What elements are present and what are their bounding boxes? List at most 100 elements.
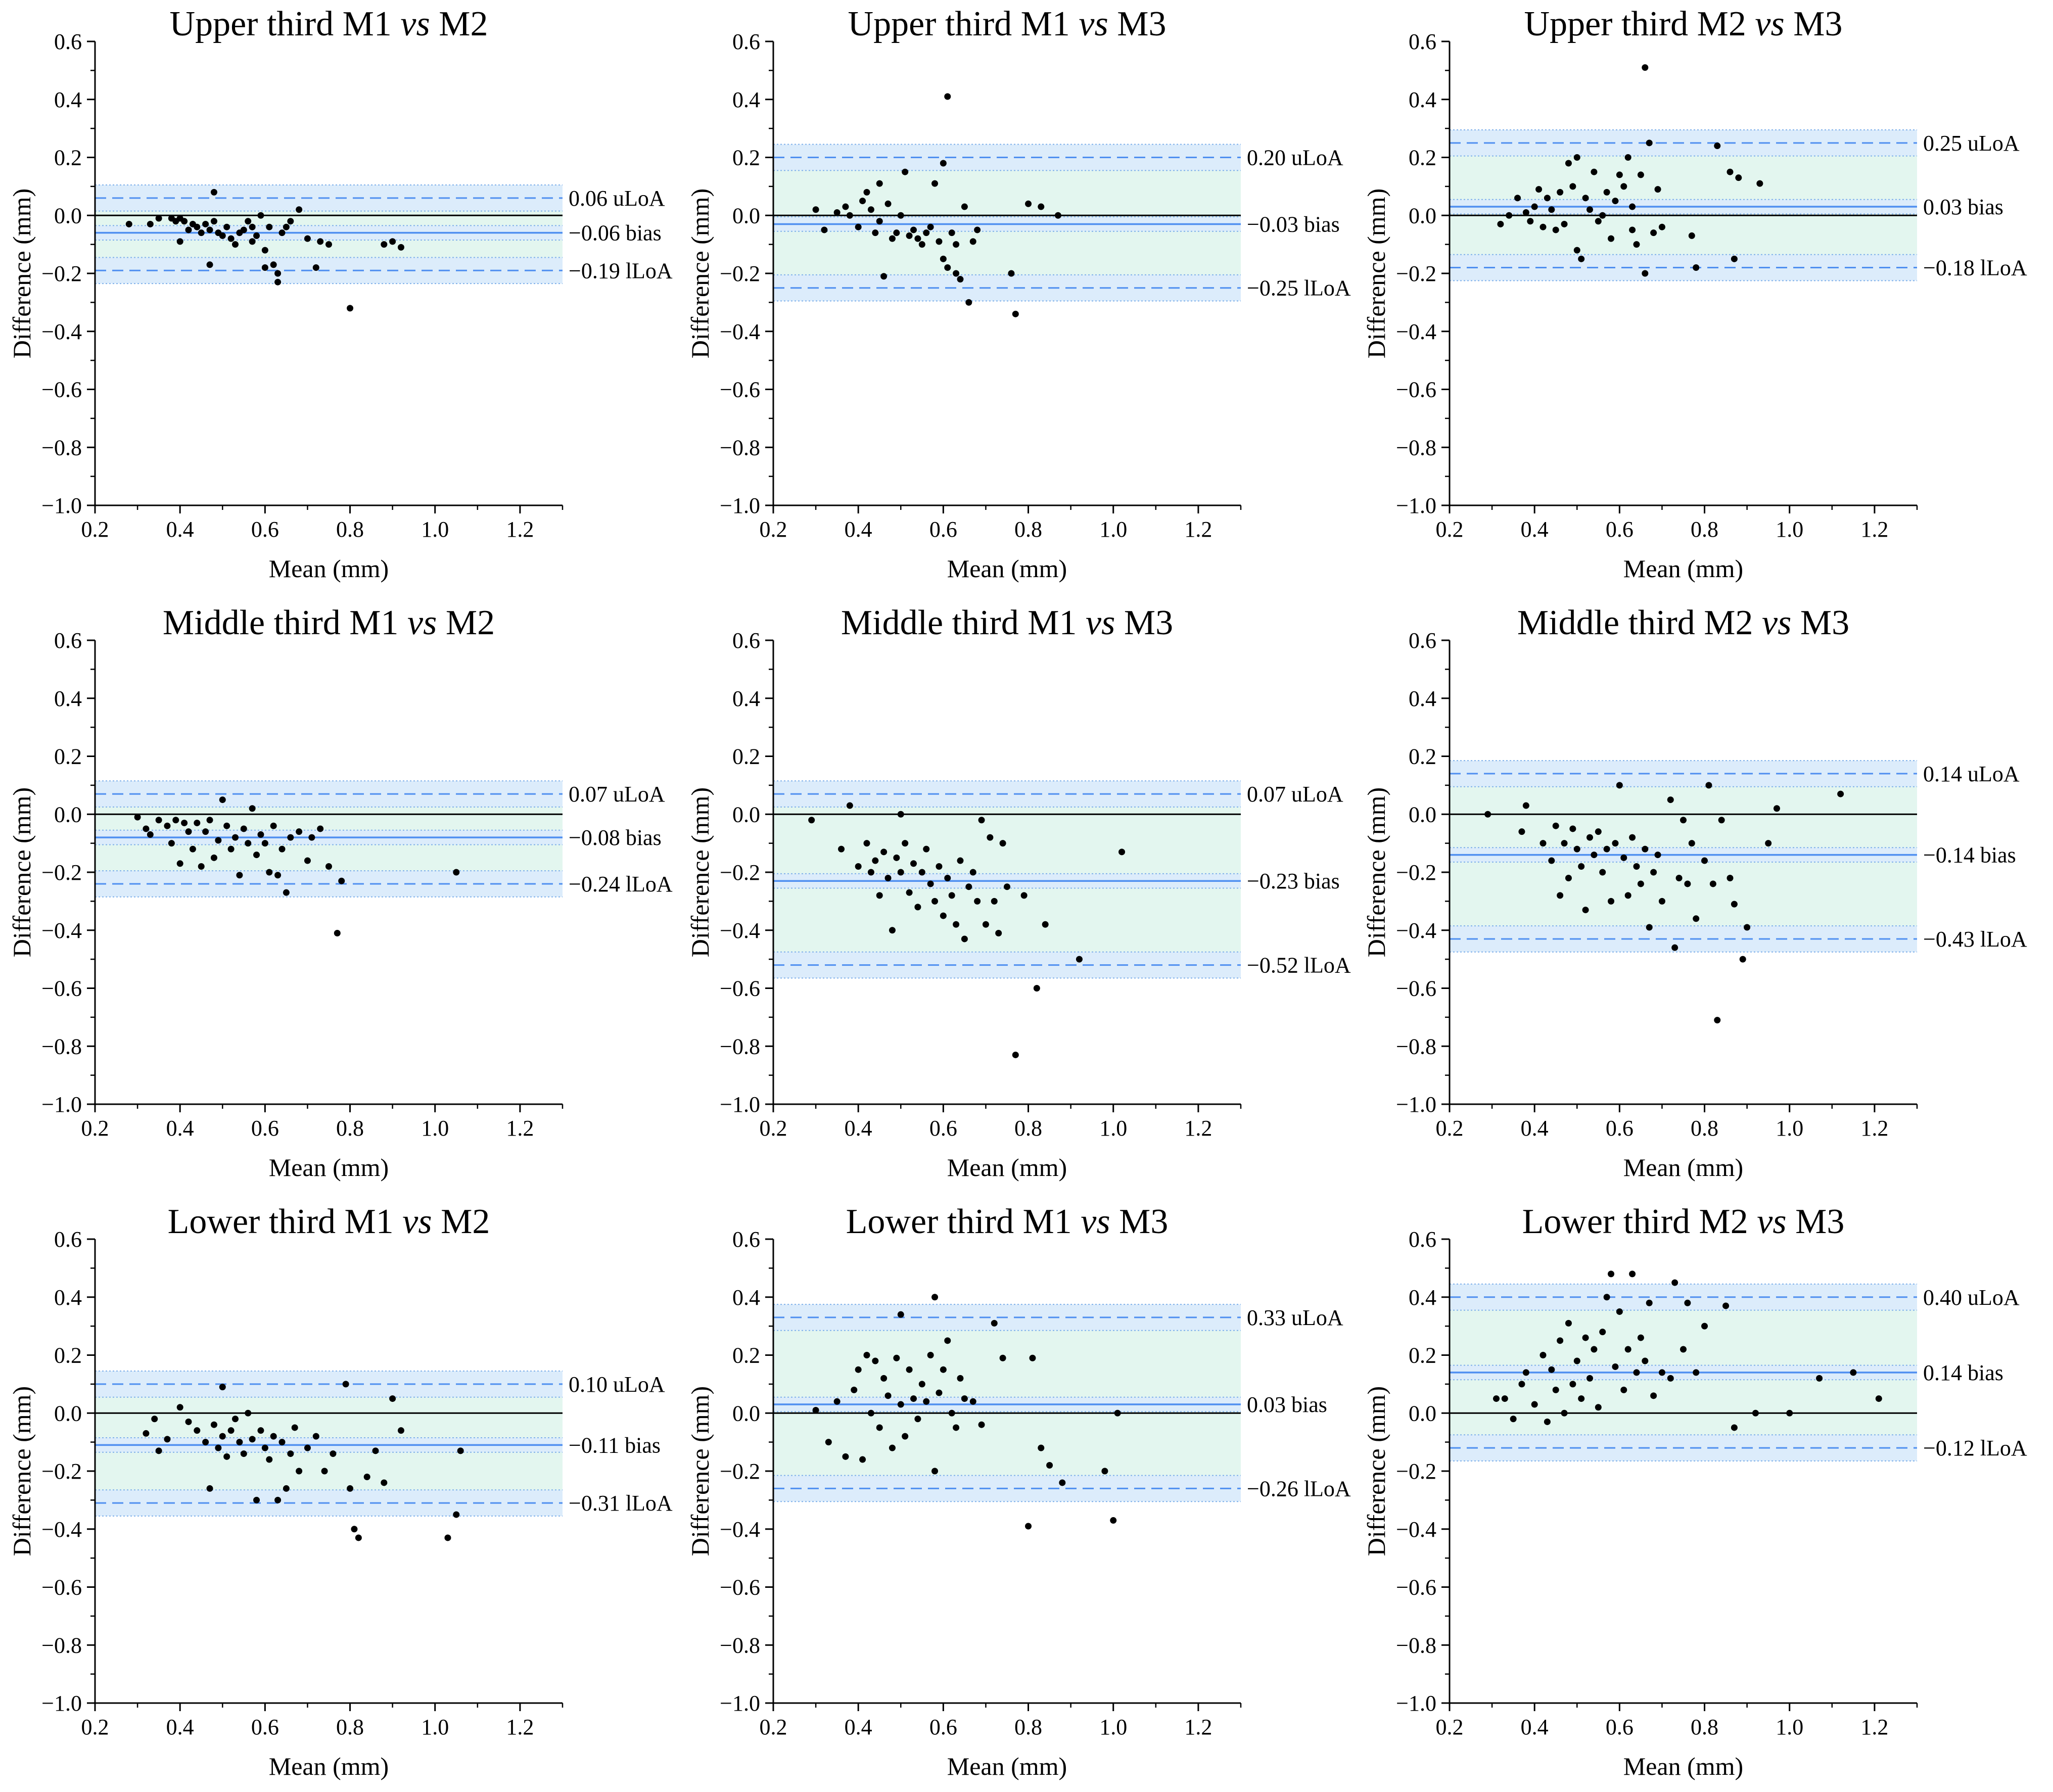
y-tick-label: −0.6 (720, 378, 760, 402)
data-point (325, 241, 332, 248)
title-part: M3 (1787, 1202, 1845, 1241)
data-point (1637, 1334, 1644, 1341)
uloa-label: 0.07 uLoA (1247, 782, 1343, 807)
title-part: M3 (1108, 5, 1167, 43)
data-point (347, 305, 354, 312)
data-point (1535, 186, 1543, 193)
data-point (1012, 1051, 1019, 1058)
x-tick-label: 0.4 (845, 517, 872, 542)
y-tick-label: −0.4 (720, 918, 760, 943)
title-part: M3 (1785, 5, 1843, 43)
data-point (897, 1401, 904, 1408)
data-point (1548, 206, 1555, 213)
data-point (1076, 956, 1083, 963)
x-tick-label: 0.8 (1691, 1715, 1718, 1739)
data-point (372, 1447, 379, 1454)
data-point (1587, 834, 1593, 841)
data-point (1531, 203, 1538, 210)
data-point (987, 834, 994, 841)
y-tick-label: −1.0 (41, 1691, 82, 1716)
x-axis-label: Mean (mm) (269, 1752, 389, 1780)
data-point (125, 220, 132, 227)
data-point (249, 805, 256, 812)
data-point (1658, 1369, 1665, 1376)
data-point (1608, 235, 1615, 242)
data-point (1693, 264, 1700, 271)
data-point (1756, 180, 1763, 187)
data-point (444, 1534, 451, 1541)
data-point (1591, 852, 1598, 859)
data-point (1573, 845, 1580, 853)
data-point (991, 1319, 998, 1327)
data-point (1527, 218, 1534, 225)
lloa-label: −0.18 lLoA (1923, 256, 2027, 280)
data-point (453, 869, 460, 876)
data-point (936, 863, 943, 870)
title-part: Lower third M2 (1522, 1202, 1757, 1241)
data-point (227, 235, 235, 242)
data-point (940, 255, 947, 262)
chart-title: Upper third M1 vs M3 (848, 5, 1167, 43)
data-point (1693, 915, 1700, 922)
data-point (1569, 183, 1576, 190)
x-tick-label: 1.2 (506, 517, 534, 542)
y-tick-label: −0.2 (41, 261, 82, 286)
data-point (236, 1439, 243, 1446)
y-tick-label: −0.6 (1396, 976, 1436, 1001)
data-point (821, 226, 828, 233)
lloa-label: −0.31 lLoA (569, 1491, 673, 1516)
data-point (1620, 183, 1627, 190)
data-point (1025, 1523, 1032, 1530)
lloa-label: −0.12 lLoA (1923, 1436, 2027, 1460)
data-point (846, 212, 853, 219)
x-tick-label: 0.8 (1691, 1116, 1718, 1141)
data-point (889, 927, 896, 934)
y-tick-label: −0.2 (720, 261, 760, 286)
data-point (1565, 1319, 1572, 1327)
data-point (1510, 1416, 1517, 1423)
data-point (880, 1375, 888, 1382)
data-point (1114, 1409, 1121, 1417)
y-axis-label: Difference (mm) (1362, 1386, 1390, 1556)
data-point (1004, 883, 1010, 890)
lloa-label: −0.52 lLoA (1247, 953, 1351, 978)
data-point (164, 1436, 171, 1443)
data-point (1561, 1409, 1568, 1417)
data-point (1612, 840, 1619, 847)
data-point (1561, 840, 1568, 847)
uloa-label: 0.40 uLoA (1923, 1285, 2020, 1310)
data-point (325, 863, 332, 870)
data-point (1654, 186, 1661, 193)
x-tick-label: 0.4 (166, 517, 194, 542)
data-point (147, 220, 154, 227)
y-tick-label: 0.0 (732, 1401, 760, 1426)
data-point (1531, 1401, 1538, 1408)
y-tick-label: −0.8 (720, 1034, 760, 1059)
data-point (1603, 1294, 1610, 1301)
data-point (1573, 154, 1580, 161)
data-point (1595, 218, 1602, 225)
data-point (1680, 1346, 1687, 1353)
data-point (143, 1430, 150, 1437)
y-tick-label: 0.6 (732, 1227, 760, 1252)
data-point (274, 278, 282, 286)
uloa-label: 0.14 uLoA (1923, 762, 2020, 786)
data-point (304, 1444, 311, 1451)
title-part: M2 (432, 1202, 490, 1241)
data-point (1522, 209, 1529, 216)
y-tick-label: 0.0 (54, 1401, 82, 1426)
data-point (940, 1366, 947, 1373)
x-tick-label: 0.6 (929, 517, 957, 542)
data-point (278, 845, 286, 853)
bias-label: −0.23 bias (1247, 869, 1340, 893)
y-tick-label: 0.2 (54, 1343, 82, 1368)
data-point (1671, 944, 1678, 951)
title-part: M2 (437, 603, 495, 642)
data-point (287, 834, 294, 841)
data-point (978, 1421, 985, 1428)
y-tick-label: −0.4 (41, 1517, 82, 1542)
x-axis-label: Mean (mm) (269, 1153, 389, 1182)
data-point (965, 883, 972, 890)
y-tick-label: −0.4 (41, 918, 82, 943)
data-point (1616, 171, 1623, 178)
